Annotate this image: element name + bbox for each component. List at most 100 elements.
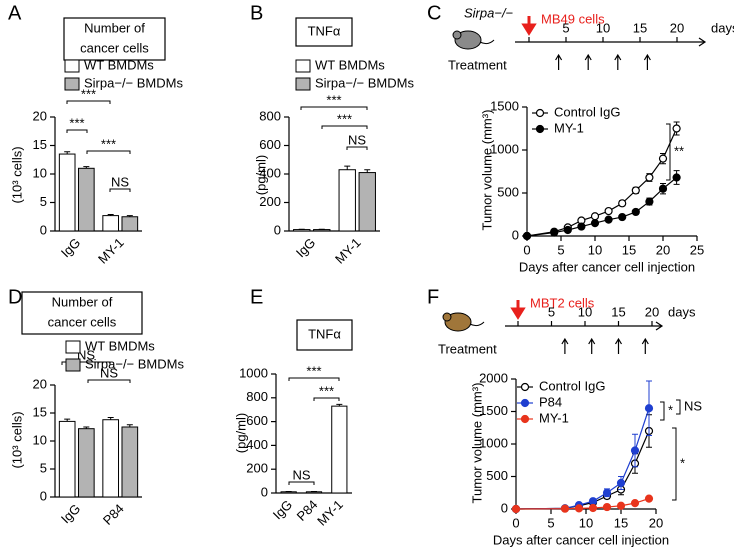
title: cancer cells — [48, 314, 117, 329]
data-point — [560, 504, 570, 513]
x-tick-label: MY-1 — [95, 235, 127, 267]
mouse-icon — [479, 39, 495, 45]
significance-label: NS — [684, 398, 702, 413]
y-tick-label: 1000 — [479, 435, 508, 450]
x-tick-label: IgG — [293, 235, 318, 260]
significance-bracket — [86, 150, 131, 154]
legend-label: WT BMDMs — [84, 57, 154, 72]
bar — [102, 215, 120, 232]
treatment-arrow — [561, 337, 569, 354]
x-tick-label: 15 — [622, 242, 636, 257]
data-point — [645, 173, 654, 182]
bar — [77, 428, 95, 498]
y-tick-label: 10 — [33, 165, 47, 180]
legend-label: Sirpa−/− BMDMs — [85, 356, 184, 371]
x-tick-label: MY-1 — [314, 497, 346, 529]
error-bar — [344, 165, 351, 170]
series-line — [526, 128, 678, 237]
title: cancer cells — [80, 40, 149, 55]
y-tick-label: 15 — [33, 404, 47, 419]
error-bar — [336, 403, 343, 407]
data-point — [588, 503, 598, 513]
x-tick-label: 0 — [512, 515, 519, 530]
title-box — [63, 17, 166, 61]
y-tick-label: 200 — [246, 461, 268, 476]
legend-marker — [535, 108, 545, 118]
y-axis-label: (10³ cells) — [9, 146, 24, 203]
error-bar — [64, 151, 71, 155]
significance-bracket — [346, 146, 368, 150]
timeline-tick-label: 5 — [548, 304, 555, 319]
treatment-arrow — [614, 337, 623, 354]
data-point — [602, 488, 612, 497]
error-bar — [64, 418, 71, 422]
data-point — [616, 478, 626, 488]
y-tick-label: 1000 — [239, 365, 268, 380]
bar — [121, 216, 139, 232]
data-point — [602, 502, 612, 512]
y-tick-label: 20 — [33, 376, 47, 391]
injection-label: MB49 cells — [541, 11, 605, 26]
bar — [280, 491, 297, 494]
data-point — [604, 215, 613, 224]
significance-bracket — [288, 377, 340, 381]
x-tick-label: P84 — [100, 501, 127, 528]
y-tick-label: 0 — [274, 222, 281, 237]
treatment-arrow — [641, 337, 649, 354]
x-tick-label: 10 — [579, 515, 593, 530]
data-point — [672, 124, 681, 133]
significance-bracket — [666, 123, 671, 181]
error-bar — [126, 215, 133, 217]
y-tick-label: 0 — [501, 500, 508, 515]
data-point — [644, 404, 654, 413]
significance-bracket — [288, 481, 315, 485]
y-tick-label: 600 — [259, 137, 281, 152]
series-line — [526, 177, 677, 237]
y-tick-label: 5 — [40, 460, 47, 475]
data-point — [590, 219, 600, 228]
y-axis-label: (10³ cells) — [9, 411, 24, 468]
treatment-arrow — [614, 53, 622, 70]
y-axis-label: (pg/ml) — [233, 413, 248, 453]
bar — [121, 426, 139, 498]
treatment-label: Treatment — [448, 57, 507, 72]
injection-arrow — [521, 16, 537, 36]
significance-bracket — [660, 401, 665, 421]
data-point — [658, 184, 668, 193]
significance-bracket — [66, 100, 111, 104]
treatment-arrow — [584, 53, 592, 70]
title: TNFα — [308, 326, 341, 341]
data-point — [630, 499, 640, 508]
y-tick-label: 0 — [40, 222, 47, 237]
data-point — [631, 186, 640, 195]
title: Number of — [52, 294, 113, 309]
panel-letter: A — [8, 2, 22, 24]
treatment-arrow — [588, 337, 596, 354]
y-tick-label: 400 — [246, 437, 268, 452]
data-point — [618, 212, 627, 222]
y-tick-label: 1000 — [490, 141, 519, 156]
bar — [102, 419, 120, 498]
data-point — [577, 222, 586, 231]
x-tick-label: IgG — [270, 497, 295, 522]
bar — [338, 169, 356, 232]
title-box — [295, 17, 353, 47]
significance-label: *** — [306, 363, 321, 378]
data-point — [511, 504, 521, 514]
error-bar — [107, 213, 114, 216]
legend-label: Sirpa−/− BMDMs — [315, 75, 414, 90]
timeline-axis — [505, 321, 664, 331]
mouse-icon — [469, 321, 485, 327]
panel-letter: F — [427, 286, 439, 308]
x-tick-label: 5 — [557, 242, 564, 257]
bar — [77, 167, 95, 232]
data-point — [604, 206, 613, 216]
treatment-arrow — [643, 53, 651, 70]
significance-label: * — [668, 402, 673, 417]
x-tick-label: MY-1 — [332, 235, 364, 267]
significance-label: *** — [81, 86, 96, 101]
data-point — [658, 154, 668, 163]
bar — [58, 420, 76, 498]
x-tick-label: 20 — [649, 515, 663, 530]
